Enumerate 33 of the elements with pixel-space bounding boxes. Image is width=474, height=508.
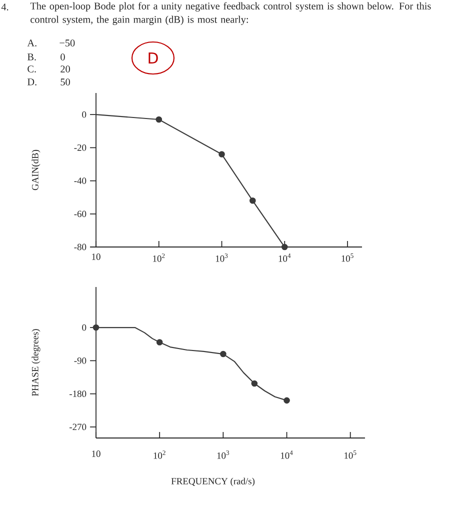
text: A. [27, 40, 36, 46]
y-tick-label: -270 [70, 424, 86, 430]
x-axis-title: FREQUENCY (rad/s) [171, 478, 255, 486]
x-tick-label: 10 [92, 254, 100, 260]
x-tick-label: 10$^{2}$ [153, 254, 165, 262]
y-tick-label: -20 [74, 144, 86, 151]
y-tick-label: -80 [74, 244, 86, 250]
y-tick-label: 0 [82, 111, 86, 118]
y-tick-label: -60 [74, 210, 86, 218]
text: 4. [1, 4, 8, 10]
text: B. [27, 54, 36, 60]
y-tick-label: -180 [70, 390, 86, 398]
text: 20 [60, 66, 70, 72]
text: C. [28, 66, 36, 72]
y-axis-title: PHASE (degrees) [32, 329, 40, 396]
x-tick-label: 10$^{3}$ [217, 450, 230, 459]
text: 0 [60, 54, 65, 60]
x-tick-label: 10$^{5}$ [344, 450, 356, 459]
text: D. [27, 78, 36, 86]
x-tick-label: 10$^{2}$ [154, 450, 166, 459]
x-tick-label: 10$^{5}$ [342, 254, 354, 262]
x-tick-label: 10$^{4}$ [278, 254, 291, 262]
x-tick-label: 10 [92, 450, 100, 457]
chart-title: The open-loop Bode plot for a unity negative feedback control system is shown below. For this control system, the gain margin (dB) is most nearly: [30, 2, 431, 25]
y-tick-label: 0 [82, 324, 86, 331]
x-tick-label: 10$^{3}$ [216, 254, 228, 262]
text: 50 [60, 78, 70, 86]
y-tick-label: -90 [74, 357, 86, 364]
y-tick-label: -40 [74, 178, 86, 184]
y-axis-title: GAIN(dB) [32, 150, 40, 190]
text: D [148, 52, 158, 64]
text: −50 [60, 40, 75, 46]
x-tick-label: 10$^{4}$ [280, 450, 293, 459]
